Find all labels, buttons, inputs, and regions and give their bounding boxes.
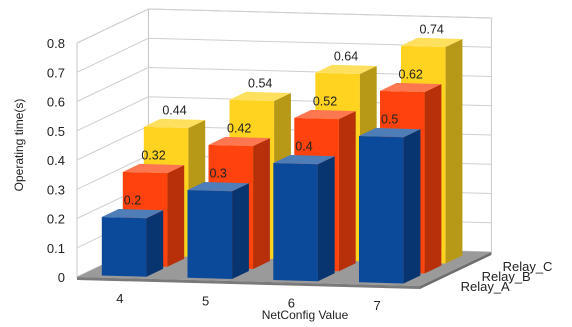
data-label: 0.2 (124, 194, 141, 208)
bar-top-face (187, 182, 249, 192)
bar (101, 209, 164, 277)
series-label: Relay_B (482, 269, 531, 284)
bar-side-face (445, 39, 463, 264)
data-label: 0.54 (248, 76, 272, 90)
bar-front-face (273, 163, 318, 282)
gridline (76, 37, 492, 73)
data-label: 0.42 (227, 122, 251, 136)
y-tick-label: 0.5 (47, 124, 65, 139)
data-label: 0.74 (420, 22, 444, 36)
bar-side-face (424, 84, 442, 274)
x-tick-label: 6 (288, 296, 295, 311)
bar-side-face (403, 129, 421, 284)
data-label: 0.4 (295, 140, 312, 154)
data-label: 0.3 (210, 167, 227, 181)
y-axis-ticks: 0 0.1 0.2 0.3 0.4 0.5 0.6 0.7 0.8 (47, 36, 65, 285)
bar-top-face (101, 209, 164, 219)
bar (187, 182, 249, 279)
gridline (76, 96, 492, 132)
y-tick-label: 0.2 (47, 212, 65, 227)
bars (101, 37, 463, 284)
y-tick-label: 0.7 (47, 65, 65, 80)
floor-front (77, 277, 420, 289)
bar-front-face (101, 217, 147, 277)
data-label: 0.62 (399, 68, 423, 82)
bar-side-face (146, 210, 164, 277)
bar-side-face (317, 156, 335, 282)
x-tick-label: 7 (373, 298, 380, 313)
data-label: 0.5 (381, 113, 398, 127)
bar-top-face (380, 82, 442, 93)
data-label: 0.52 (313, 95, 337, 109)
data-label: 0.32 (141, 149, 165, 163)
x-axis-ticks: 4 5 6 7 (116, 291, 380, 313)
bar-top-face (229, 91, 291, 101)
data-label: 0.64 (334, 49, 358, 63)
bar-top-face (401, 37, 463, 47)
bar-side-face (338, 111, 356, 272)
x-tick-label: 4 (116, 291, 123, 306)
bar-top-face (315, 64, 377, 74)
bar (359, 128, 421, 284)
bar (273, 155, 335, 282)
bar-top-face (294, 109, 356, 120)
bar-top-face (143, 118, 206, 128)
y-tick-label: 0.8 (47, 36, 65, 51)
bar-front-face (187, 190, 233, 279)
y-tick-label: 0.4 (47, 153, 65, 168)
bar-top-face (208, 136, 270, 147)
x-tick-label: 5 (202, 293, 209, 308)
data-label: 0.44 (162, 103, 186, 117)
bar-side-face (232, 183, 249, 279)
floor-side (420, 252, 492, 289)
bar-side-face (167, 165, 185, 267)
y-tick-label: 0 (58, 270, 65, 285)
bar-top-face (359, 128, 421, 138)
series-label: Relay_C (503, 259, 553, 274)
bar-front-face (359, 136, 404, 284)
y-tick-label: 0.3 (47, 182, 65, 197)
y-tick-label: 0.1 (47, 241, 65, 256)
y-tick-label: 0.6 (47, 95, 65, 110)
bar-top-face (273, 155, 335, 165)
bar-side-face (253, 138, 270, 269)
series-label: Relay_A (461, 279, 510, 294)
bar-top-face (122, 163, 185, 174)
value-labels: 0.44 0.54 0.64 0.74 0.32 0.42 0.52 0.62 0.2 0.3 0.… (124, 22, 444, 207)
gridline (76, 8, 492, 44)
x-axis-title: NetConfig Value (262, 308, 349, 322)
gridline (76, 66, 492, 102)
y-axis-title: Operating time(s) (12, 99, 26, 192)
